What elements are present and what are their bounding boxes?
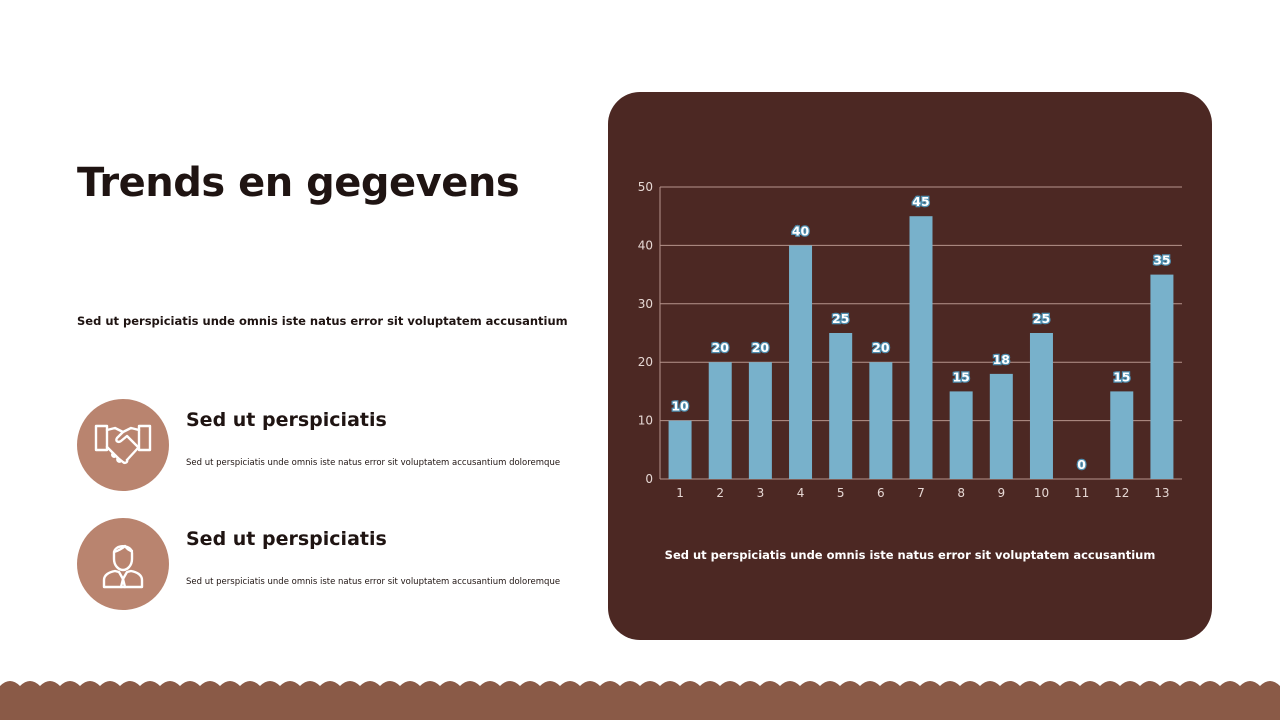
x-tick-label: 3 xyxy=(757,486,765,500)
bar xyxy=(708,362,732,479)
bar xyxy=(1150,274,1174,479)
bar xyxy=(668,420,692,479)
bar xyxy=(1110,391,1134,479)
data-label: 35 xyxy=(1153,253,1170,268)
chart-card: 0 10 20 30 40 50 10 1 20 2 20 3 40 4 25 5 20 6 45 7 15 8 18 9 25… xyxy=(608,92,1212,640)
y-tick-label: 30 xyxy=(638,297,653,311)
page-subtitle: Sed ut perspiciatis unde omnis iste natu… xyxy=(77,314,568,328)
y-tick-label: 0 xyxy=(645,472,653,486)
bar xyxy=(1029,333,1053,479)
y-tick-label: 40 xyxy=(638,238,653,252)
feature-description: Sed ut perspiciatis unde omnis iste natu… xyxy=(186,458,561,468)
x-tick-label: 7 xyxy=(917,486,925,500)
data-label: 20 xyxy=(712,340,730,355)
feature-item: Sed ut perspiciatis Sed ut perspiciatis … xyxy=(77,518,597,610)
handshake-icon xyxy=(94,424,152,465)
bar xyxy=(748,362,772,479)
x-tick-label: 13 xyxy=(1154,486,1169,500)
x-tick-label: 9 xyxy=(997,486,1005,500)
bar xyxy=(909,216,933,479)
x-tick-label: 6 xyxy=(877,486,885,500)
x-tick-label: 2 xyxy=(716,486,724,500)
x-tick-label: 5 xyxy=(837,486,845,500)
data-label: 0 xyxy=(1077,457,1086,472)
data-label: 40 xyxy=(792,223,810,238)
y-tick-label: 20 xyxy=(638,355,653,369)
data-label: 18 xyxy=(993,352,1010,367)
data-label: 15 xyxy=(952,369,969,384)
bar xyxy=(949,391,973,479)
x-tick-label: 11 xyxy=(1074,486,1089,500)
data-label: 20 xyxy=(752,340,770,355)
data-label: 25 xyxy=(1033,311,1050,326)
feature-item: Sed ut perspiciatis Sed ut perspiciatis … xyxy=(77,399,597,491)
data-label: 25 xyxy=(832,311,849,326)
x-tick-label: 4 xyxy=(797,486,805,500)
x-tick-label: 1 xyxy=(676,486,684,500)
page-title: Trends en gegevens xyxy=(77,160,520,206)
footer-wave xyxy=(0,681,1280,720)
data-label: 20 xyxy=(872,340,890,355)
x-tick-label: 12 xyxy=(1114,486,1129,500)
data-label: 15 xyxy=(1113,369,1130,384)
feature-title: Sed ut perspiciatis xyxy=(186,409,387,431)
bar-chart: 0102030405010120220340425520645715818925… xyxy=(638,180,1182,500)
y-tick-label: 50 xyxy=(638,180,653,194)
y-tick-label: 10 xyxy=(638,414,653,428)
x-tick-label: 8 xyxy=(957,486,965,500)
data-label: 45 xyxy=(912,194,929,209)
bar xyxy=(789,245,813,479)
feature-title: Sed ut perspiciatis xyxy=(186,528,387,550)
bar xyxy=(829,333,853,479)
data-label: 10 xyxy=(671,399,689,414)
feature-description: Sed ut perspiciatis unde omnis iste natu… xyxy=(186,577,561,587)
bar xyxy=(989,373,1013,479)
person-icon xyxy=(102,544,144,589)
chart-caption: Sed ut perspiciatis unde omnis iste natu… xyxy=(664,548,1156,562)
x-tick-label: 10 xyxy=(1034,486,1049,500)
feature-icon-circle xyxy=(77,518,169,610)
bar xyxy=(869,362,893,479)
feature-icon-circle xyxy=(77,399,169,491)
